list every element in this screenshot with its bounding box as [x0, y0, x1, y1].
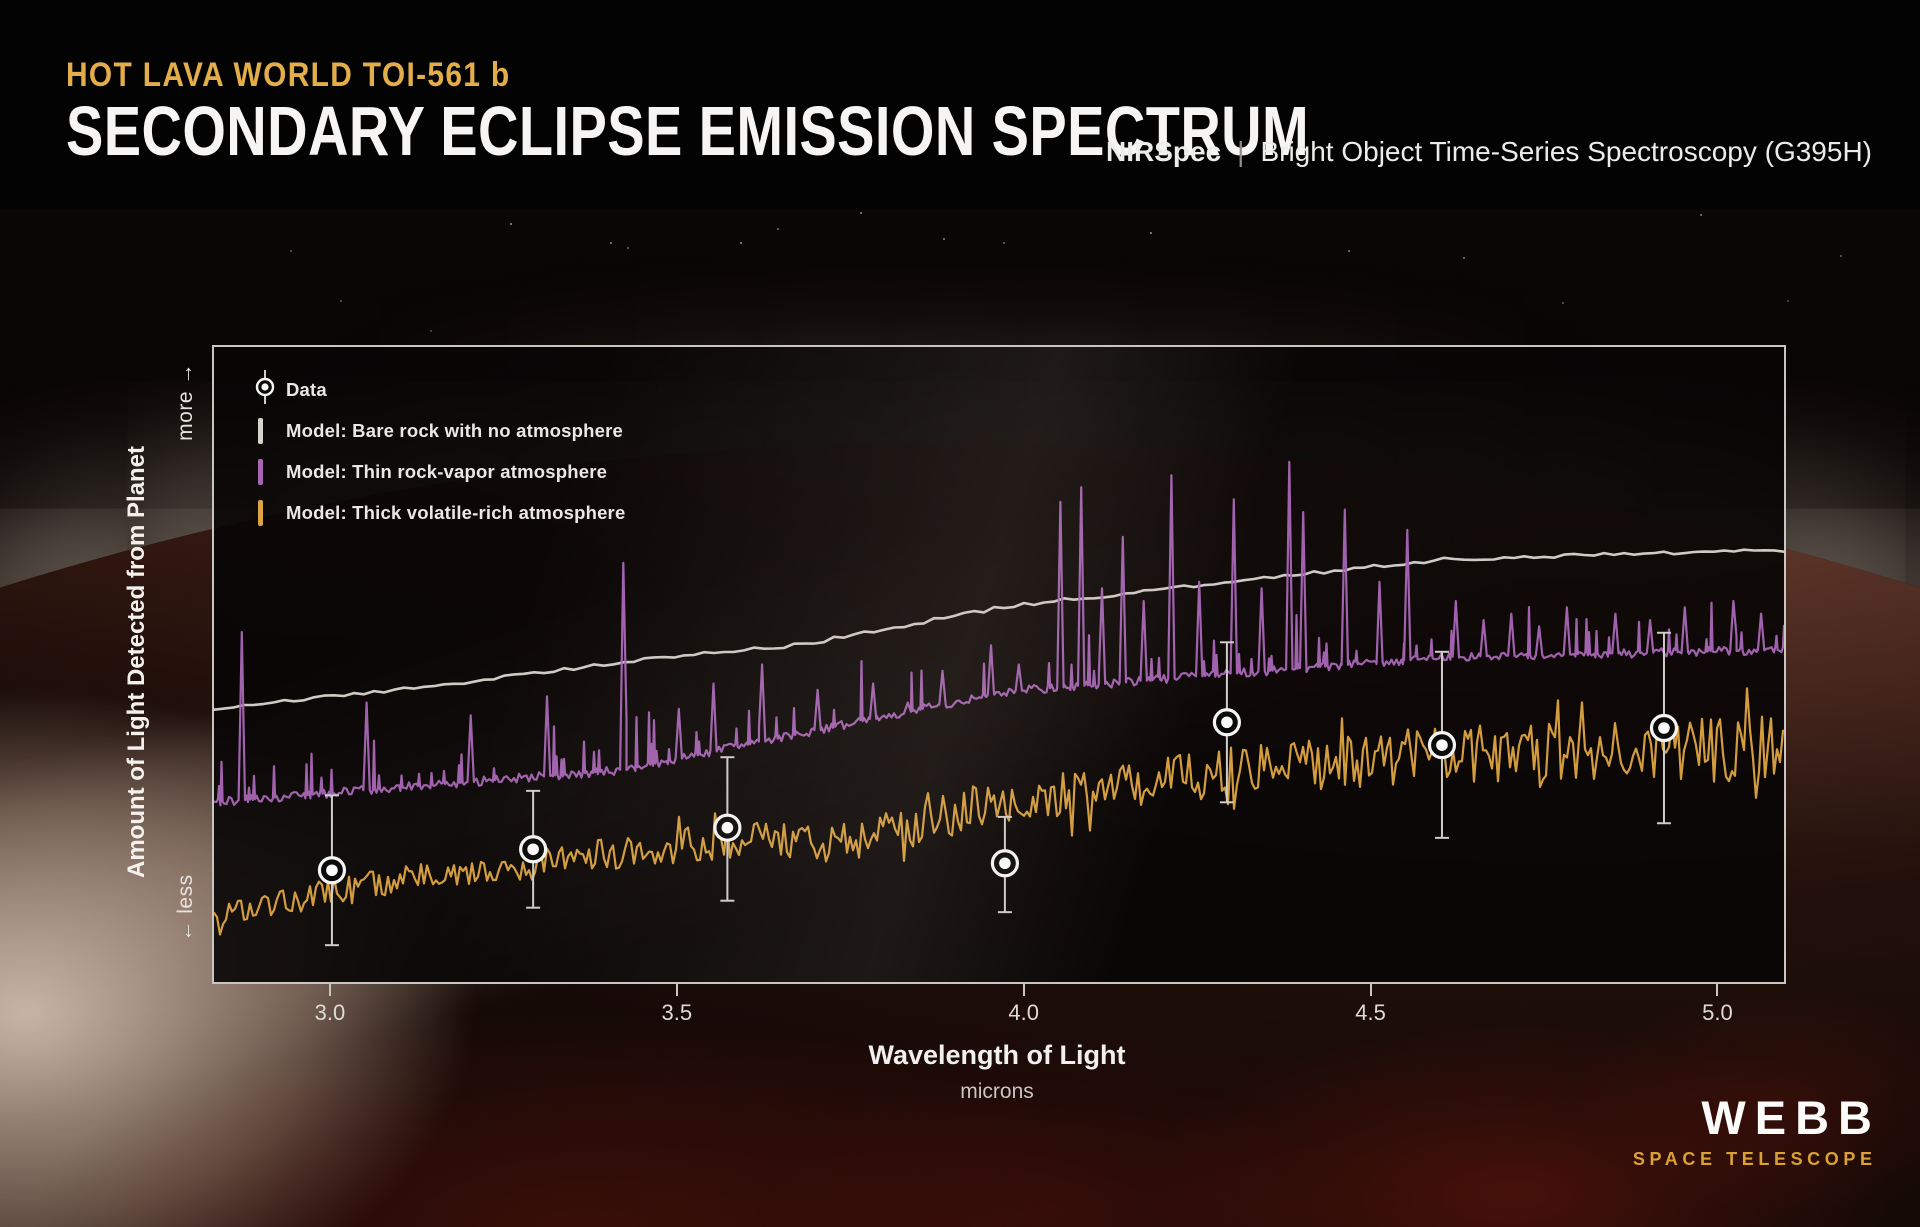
- data-point: [990, 815, 1019, 914]
- y-axis-more-indicator: more →: [174, 363, 197, 441]
- series-bare-rock: [214, 548, 1784, 712]
- legend-label: Model: Thick volatile-rich atmosphere: [286, 501, 626, 523]
- legend-color-bar: [258, 458, 263, 485]
- webb-logo: WEBB SPACE TELESCOPE: [1633, 1094, 1872, 1168]
- series-rock-vapor: [214, 460, 1784, 807]
- plot-area: Data Model: Bare rock with no atmosphere M…: [212, 345, 1786, 984]
- data-point: [519, 789, 548, 909]
- x-axis-units: microns: [960, 1080, 1034, 1103]
- y-axis-title: Amount of Light Detected from Planet: [123, 446, 150, 878]
- x-tick-mark: [1369, 982, 1372, 996]
- x-tick-label: 3.0: [314, 1000, 346, 1025]
- legend-item: Data: [252, 369, 625, 410]
- divider-bar: |: [1237, 136, 1245, 167]
- instrument-info: NIRSpec | Bright Object Time-Series Spectr…: [1106, 136, 1872, 168]
- legend-label: Model: Thin rock-vapor atmosphere: [286, 460, 608, 482]
- legend-label: Model: Bare rock with no atmosphere: [286, 419, 623, 441]
- x-tick-mark: [1716, 982, 1719, 996]
- data-point: [1212, 641, 1242, 804]
- webb-wordmark: WEBB: [1701, 1091, 1881, 1144]
- x-axis-title: Wavelength of Light: [868, 1040, 1126, 1070]
- legend-item: Model: Thin rock-vapor atmosphere: [252, 451, 625, 492]
- data-points: [317, 631, 1679, 947]
- x-tick-mark: [675, 982, 678, 996]
- data-point: [1427, 650, 1457, 839]
- x-tick-label: 5.0: [1702, 1000, 1733, 1025]
- page-title: SECONDARY ECLIPSE EMISSION SPECTRUM: [66, 92, 1310, 170]
- legend-swatch-icon: [252, 499, 286, 526]
- legend-color-bar: [258, 499, 263, 526]
- legend-item: Model: Thick volatile-rich atmosphere: [252, 492, 625, 533]
- series-volatile-rich: [214, 687, 1784, 936]
- legend-swatch-icon: [252, 458, 286, 485]
- spectrum-chart: [214, 460, 1784, 947]
- legend-item: Model: Bare rock with no atmosphere: [252, 410, 625, 451]
- instrument-name: NIRSpec: [1106, 136, 1222, 167]
- legend: Data Model: Bare rock with no atmosphere M…: [252, 369, 625, 533]
- x-tick-label: 4.0: [1008, 1000, 1039, 1025]
- data-point: [317, 794, 347, 947]
- legend-color-bar: [258, 417, 263, 444]
- legend-swatch-icon: [252, 417, 286, 444]
- stars: [0, 210, 2, 212]
- data-point: [1649, 631, 1679, 825]
- y-axis-less-indicator: ← less: [174, 874, 197, 942]
- data-point: [713, 756, 742, 902]
- x-tick-label: 3.5: [661, 1000, 693, 1025]
- kicker-title: HOT LAVA WORLD TOI-561 b: [66, 56, 511, 94]
- x-tick-label: 4.5: [1355, 1000, 1386, 1025]
- legend-label: Data: [286, 378, 327, 400]
- down-arrow-icon: ←: [174, 920, 197, 942]
- header-bar: HOT LAVA WORLD TOI-561 b SECONDARY ECLIP…: [0, 0, 1920, 210]
- x-tick-mark: [1022, 982, 1025, 996]
- webb-tagline: SPACE TELESCOPE: [1632, 1149, 1877, 1169]
- up-arrow-icon: →: [174, 363, 197, 385]
- x-tick-mark: [328, 982, 331, 996]
- observation-mode: Bright Object Time-Series Spectroscopy (…: [1260, 136, 1872, 167]
